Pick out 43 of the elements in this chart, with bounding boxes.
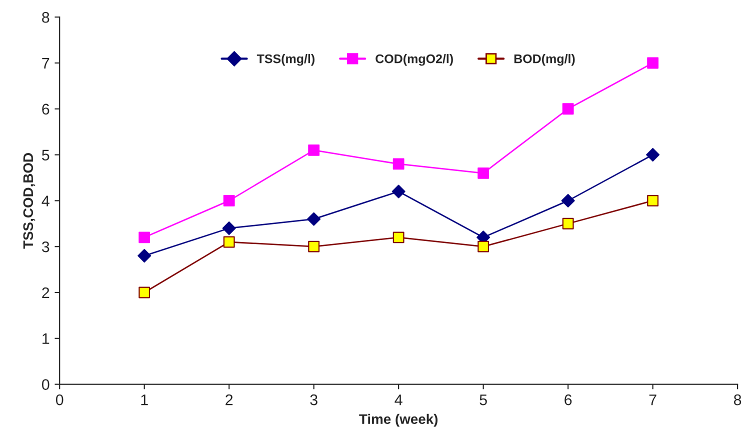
point [308,240,320,252]
point [392,158,404,170]
point [478,167,490,179]
legend-label: COD(mgO2/l) [376,54,453,66]
y-tick-label: 4 [42,196,50,206]
y-tick-label: 2 [42,287,50,298]
x-axis-title: Time (week) [359,414,438,427]
y-axis-title: TSS,COD,BOD [23,153,36,249]
x-tick-label: 5 [480,394,487,406]
y-tick-label: 5 [42,150,50,160]
point [392,232,404,244]
point [647,194,659,206]
x-tick-label: 7 [649,394,656,406]
point [223,236,235,248]
point [308,144,320,156]
point [561,194,575,208]
legend-label: TSS(mg/l) [256,54,314,66]
point [646,148,660,162]
legend-label: BOD(mg/l) [514,54,575,66]
point [138,232,150,244]
point [562,218,574,230]
y-tick-label: 0 [42,379,50,390]
point [222,221,236,235]
point [138,286,150,298]
y-tick-label: 1 [42,333,50,344]
x-tick-label: 8 [734,394,742,406]
y-tick-label: 7 [42,58,50,69]
x-tick-label: 0 [56,394,64,406]
point [562,103,574,115]
x-tick-label: 1 [141,394,148,406]
y-tick-label: 6 [42,104,50,115]
point [223,194,235,206]
point [138,249,152,263]
x-tick-label: 6 [564,394,572,406]
point [478,240,490,252]
x-tick-label: 4 [394,394,402,406]
point [647,57,659,69]
y-tick-label: 8 [42,12,50,23]
point [307,212,321,226]
y-tick-label: 3 [42,241,50,252]
point [392,184,406,198]
x-tick-label: 2 [226,394,233,406]
x-tick-label: 3 [310,394,318,406]
